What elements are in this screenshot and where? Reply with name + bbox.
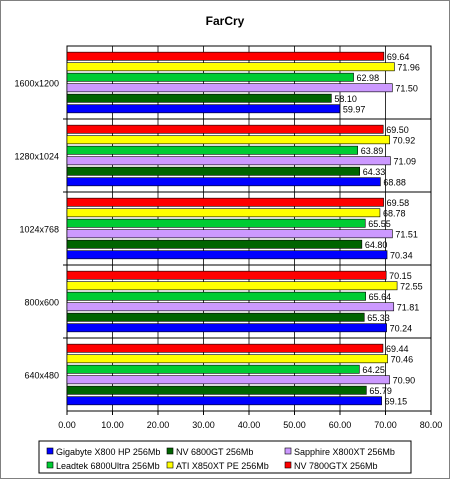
data-label: 64.80 — [365, 240, 388, 250]
x-tick-label: 80.00 — [420, 420, 443, 430]
data-label: 71.51 — [395, 229, 418, 239]
bar — [66, 104, 341, 114]
y-tick-label: 1024x768 — [19, 225, 59, 235]
legend-swatch — [284, 461, 292, 469]
bar — [66, 250, 388, 260]
data-label: 65.55 — [368, 219, 391, 229]
data-label: 70.15 — [389, 271, 412, 281]
data-label: 70.92 — [393, 135, 416, 145]
legend-entry: Sapphire X800XT 256Mb — [294, 447, 395, 457]
bar — [66, 124, 384, 134]
chart-title: FarCry — [206, 14, 245, 28]
bar — [66, 375, 390, 385]
data-label: 71.50 — [395, 83, 418, 93]
data-label: 65.79 — [369, 386, 392, 396]
x-tick-label: 30.00 — [192, 420, 215, 430]
data-label: 69.44 — [386, 344, 409, 354]
data-label: 58.10 — [334, 94, 357, 104]
bar — [66, 323, 387, 333]
data-label: 71.81 — [397, 302, 420, 312]
bar — [66, 229, 393, 239]
bar — [66, 291, 366, 301]
legend-swatch — [166, 447, 174, 455]
bar — [66, 93, 332, 103]
data-label: 70.34 — [390, 250, 413, 260]
bar — [66, 354, 388, 364]
bar — [66, 166, 361, 176]
data-label: 70.24 — [390, 323, 413, 333]
plot-area: 0.00 10.00 20.00 30.00 40.00 50.00 60.00 70.00 8… — [14, 45, 443, 430]
data-label: 62.98 — [357, 73, 380, 83]
data-label: 65.64 — [369, 292, 392, 302]
bar — [66, 145, 358, 155]
legend-entry: ATI X850XT PE 256Mb — [176, 461, 269, 471]
y-tick-label: 1280x1024 — [14, 152, 59, 162]
bar — [66, 218, 366, 228]
legend-entry: NV 7800GTX 256Mb — [294, 461, 378, 471]
bar — [66, 239, 363, 249]
y-tick-label: 640x480 — [24, 371, 59, 381]
legend-swatch — [46, 461, 54, 469]
data-label: 72.55 — [400, 281, 423, 291]
x-tick-label: 40.00 — [238, 420, 261, 430]
legend-box — [38, 440, 412, 474]
data-label: 63.89 — [361, 146, 384, 156]
bar — [66, 364, 360, 374]
bar — [66, 312, 365, 322]
bar — [66, 135, 390, 145]
legend-entry: Leadtek 6800Ultra 256Mb — [56, 461, 160, 471]
x-tick-label: 70.00 — [374, 420, 397, 430]
x-tick-label: 60.00 — [329, 420, 352, 430]
data-label: 69.50 — [386, 125, 409, 135]
data-label: 68.78 — [383, 208, 406, 218]
bar — [66, 281, 398, 291]
bar — [66, 270, 387, 280]
data-label: 69.15 — [385, 396, 408, 406]
data-label: 71.96 — [397, 62, 420, 72]
bar — [66, 51, 385, 61]
data-label: 71.09 — [393, 156, 416, 166]
bar — [66, 396, 382, 406]
data-label: 65.33 — [367, 313, 390, 323]
data-label: 70.90 — [393, 375, 416, 385]
bar — [66, 177, 381, 187]
bar — [66, 62, 395, 72]
data-label: 70.46 — [391, 354, 414, 364]
data-label: 69.64 — [387, 52, 410, 62]
bar — [66, 83, 393, 93]
x-tick-label: 0.00 — [58, 420, 76, 430]
legend-entry: Gigabyte X800 HP 256Mb — [56, 447, 160, 457]
legend-swatch — [284, 447, 292, 455]
data-label: 69.58 — [387, 198, 410, 208]
data-label: 64.33 — [363, 167, 386, 177]
legend: Gigabyte X800 HP 256Mb NV 6800GT 256Mb Sap… — [38, 440, 412, 474]
data-label: 59.97 — [343, 104, 366, 114]
bar — [66, 302, 395, 312]
legend-swatch — [166, 461, 174, 469]
y-tick-label: 1600x1200 — [14, 79, 59, 89]
data-label: 64.25 — [362, 365, 385, 375]
bar — [66, 208, 381, 218]
x-tick-label: 50.00 — [283, 420, 306, 430]
y-tick-label: 800x600 — [24, 298, 59, 308]
bar — [66, 197, 384, 207]
bar — [66, 72, 354, 82]
bar — [66, 156, 391, 166]
x-tick-label: 20.00 — [147, 420, 170, 430]
bar — [66, 343, 384, 353]
data-label: 68.88 — [383, 177, 406, 187]
legend-entry: NV 6800GT 256Mb — [176, 447, 253, 457]
x-tick-label: 10.00 — [101, 420, 124, 430]
bar — [66, 385, 367, 395]
legend-swatch — [46, 447, 54, 455]
